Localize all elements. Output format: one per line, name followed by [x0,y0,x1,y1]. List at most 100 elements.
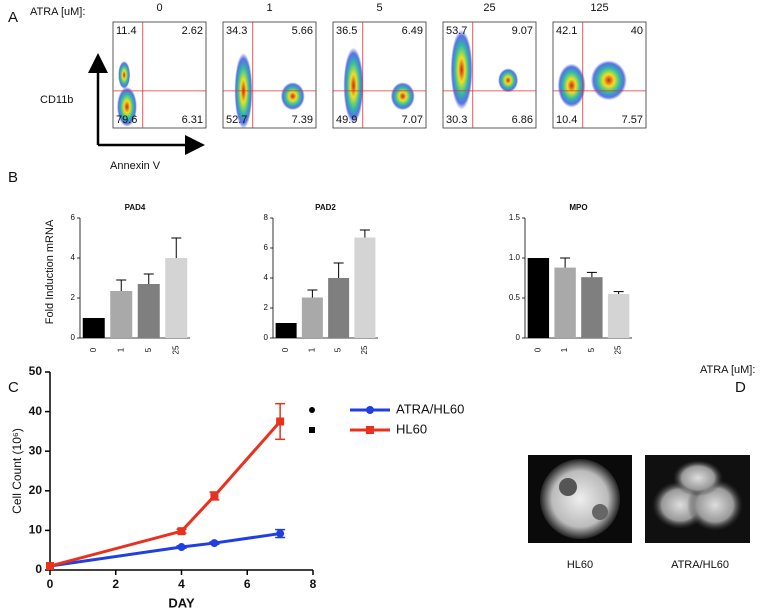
x-tick-label: 5 [587,347,596,352]
x-tick-label: 0 [533,347,542,352]
x-tick-label: 2 [112,577,119,591]
quadrant-percent: 7.07 [402,114,423,126]
legend-stray [309,427,315,433]
y-tick-label: 8 [264,213,269,222]
marker [276,417,285,426]
bar [527,258,550,338]
bar [275,323,297,338]
quadrant-percent: 42.1 [556,25,577,37]
quadrant-percent: 53.7 [446,25,467,37]
marker [177,543,186,552]
panel-a: A ATRA [uM]: CD11b Annexin V [8,6,205,172]
y-tick-label: 1.0 [509,253,521,262]
panel-label: C [8,379,19,396]
legend-marker [366,406,374,414]
quadrant-percent: 7.57 [622,114,643,126]
y-tick-label: 20 [29,483,43,497]
y-axis-label: Fold Induction mRNA [44,219,56,324]
x-tick-label: 25 [360,345,369,354]
bar [137,284,160,338]
x-axis-label: ATRA [uM]: [700,364,755,376]
quadrant-percent: 11.4 [116,25,137,37]
bar [301,297,323,338]
vacuole [592,504,608,520]
quadrant-percent: 6.31 [182,114,203,126]
marker [177,527,186,536]
y-tick-label: 10 [29,523,43,537]
quadrant-percent: 79.6 [116,114,137,126]
quadrant-percent: 49.9 [336,114,357,126]
bar [354,237,376,338]
vacuole [559,478,577,496]
panel-label: B [8,169,18,186]
x-tick-label: 0 [89,347,98,352]
quadrant-percent: 5.66 [292,25,313,37]
legend-label: ATRA/HL60 [396,401,464,416]
chart-title: PAD2 [315,203,336,212]
dose-label: 25 [483,2,495,14]
image-caption: HL60 [567,559,593,571]
dose-label: 1 [266,2,272,14]
y-tick-label: 4 [264,273,269,282]
bar [82,318,105,338]
chart-title: MPO [569,203,587,212]
quadrant-percent: 6.49 [402,25,423,37]
y-tick-label: 0 [516,333,521,342]
x-tick-label: 6 [244,577,251,591]
x-tick-label: 1 [116,347,125,352]
y-tick-label: 50 [29,364,43,378]
quadrant-percent: 40 [631,25,643,37]
x-tick-label: 1 [307,347,316,352]
quadrant-percent: 7.39 [292,114,313,126]
bar [165,258,188,338]
y-tick-label: 1.5 [509,213,521,222]
dose-label: 5 [376,2,382,14]
x-tick-label: 1 [560,347,569,352]
quadrant-percent: 2.62 [182,25,203,37]
panel-b: B Fold Induction mRNA ATRA [uM]: [8,169,755,376]
quadrant-percent: 6.86 [512,114,533,126]
cell-cluster [498,68,519,93]
x-tick-label: 0 [47,577,54,591]
bar [328,278,350,338]
lobe [673,460,723,496]
quadrant-percent: 30.3 [446,114,467,126]
panel-label: D [735,379,746,396]
x-axis-label: Annexin V [110,160,161,172]
quadrant-percent: 36.5 [336,25,357,37]
y-tick-label: 2 [71,293,76,302]
marker [46,562,54,571]
marker [210,491,219,500]
bar [581,277,603,338]
panel-d: D HL60 ATRA/HL60 [528,379,750,571]
quadrant-percent: 10.4 [556,114,577,126]
marker [210,539,219,548]
bar [607,294,630,338]
y-tick-label: 2 [264,303,269,312]
chart-title: PAD4 [125,203,146,212]
marker [276,529,285,538]
x-tick-label: 25 [614,345,623,354]
x-tick-label: 8 [310,577,317,591]
quadrant-percent: 34.3 [226,25,247,37]
y-tick-label: 0 [264,333,269,342]
x-tick-label: 5 [144,347,153,352]
quadrant-percent: 52.7 [226,114,247,126]
image-caption: ATRA/HL60 [671,559,729,571]
y-tick-label: 0.5 [509,293,521,302]
x-axis-label: DAY [168,595,195,610]
cell-cluster [116,86,137,127]
legend-marker [366,426,374,434]
x-tick-label: 0 [281,347,290,352]
bar [554,267,576,338]
cell-cluster [280,82,305,111]
y-axis-label: Cell Count (10⁶) [10,428,24,514]
series-line [49,532,281,568]
dose-label: 125 [590,2,608,14]
cell-cluster [118,61,131,89]
y-tick-label: 6 [264,243,269,252]
y-axis-label: CD11b [40,94,73,106]
cell-cluster [557,63,586,108]
y-tick-label: 30 [29,443,43,457]
